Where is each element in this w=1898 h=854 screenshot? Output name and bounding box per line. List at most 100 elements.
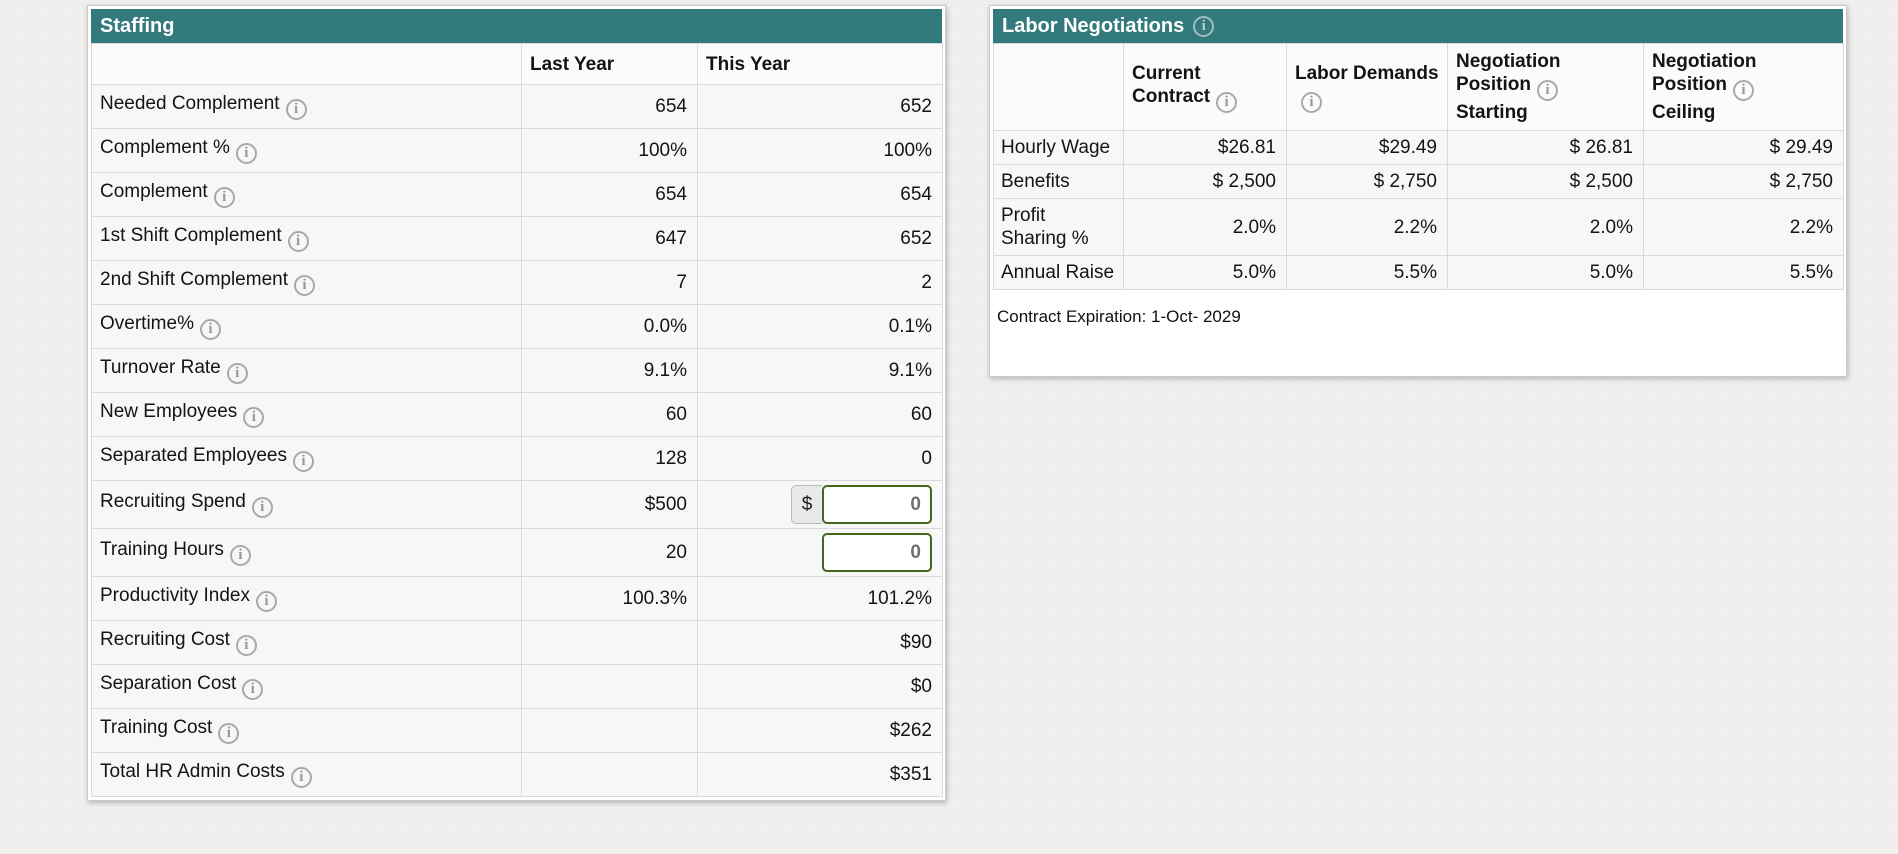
this-year-value: 0 xyxy=(697,436,943,481)
last-year-value xyxy=(521,620,698,665)
table-row: Separation Cost i $0 xyxy=(91,664,943,709)
recruiting-spend-input[interactable] xyxy=(822,485,932,524)
staffing-row-label: Recruiting Cost xyxy=(100,629,230,650)
table-row: Hourly Wage $26.81 $29.49 $ 26.81 $ 29.49 xyxy=(993,130,1844,165)
labor-value: $ 29.49 xyxy=(1643,130,1844,165)
labor-value: $ 2,750 xyxy=(1286,164,1448,199)
staffing-row-label-cell: Turnover Rate i xyxy=(91,348,522,393)
staffing-row-label: Training Hours xyxy=(100,539,224,560)
table-row: Needed Complement i 654 652 xyxy=(91,84,943,129)
staffing-row-label: Complement % xyxy=(100,137,230,158)
labor-value: 5.5% xyxy=(1286,255,1448,290)
staffing-row-label-cell: Overtime% i xyxy=(91,304,522,349)
staffing-title-bar: Staffing xyxy=(91,9,942,43)
last-year-value: 654 xyxy=(521,172,698,217)
labor-header-label: Labor Demands xyxy=(1295,62,1439,84)
labor-value: $ 2,750 xyxy=(1643,164,1844,199)
contract-expiration-note: Contract Expiration: 1-Oct- 2029 xyxy=(997,307,1241,326)
table-row: Recruiting Spend i $500 $ xyxy=(91,480,943,529)
this-year-value: 0.1% xyxy=(697,304,943,349)
staffing-row-label: Separation Cost xyxy=(100,673,237,694)
table-row: Turnover Rate i 9.1% 9.1% xyxy=(91,348,943,393)
info-icon[interactable]: i xyxy=(242,679,264,700)
info-icon[interactable]: i xyxy=(1536,80,1558,101)
this-year-value: 100% xyxy=(697,128,943,173)
table-row: Complement i 654 654 xyxy=(91,172,943,217)
labor-value: 5.0% xyxy=(1447,255,1644,290)
table-row: Complement % i 100% 100% xyxy=(91,128,943,173)
input-group xyxy=(822,533,932,572)
staffing-row-label-cell: Recruiting Spend i xyxy=(91,480,522,529)
labor-title-bar: Labor Negotiations i xyxy=(993,9,1843,43)
info-icon[interactable]: i xyxy=(1216,91,1238,113)
labor-value: $29.49 xyxy=(1286,130,1448,165)
training-hours-input[interactable] xyxy=(822,533,932,572)
last-year-value: 20 xyxy=(521,528,698,577)
labor-value: $ 2,500 xyxy=(1447,164,1644,199)
this-year-value: $0 xyxy=(697,664,943,709)
labor-header-cell: Negotiation Position i Ceiling xyxy=(1643,43,1844,131)
last-year-value: 9.1% xyxy=(521,348,698,393)
labor-negotiations-table: Current Contract i Labor Demandsi Negotiati… xyxy=(993,43,1844,290)
table-row: Productivity Index i 100.3% 101.2% xyxy=(91,576,943,621)
staffing-row-label: Needed Complement xyxy=(100,93,280,114)
info-icon[interactable]: i xyxy=(251,497,273,518)
info-icon[interactable]: i xyxy=(255,591,277,612)
this-year-value: 9.1% xyxy=(697,348,943,393)
info-icon[interactable]: i xyxy=(235,635,257,656)
last-year-value: 0.0% xyxy=(521,304,698,349)
this-year-value: 101.2% xyxy=(697,576,943,621)
info-icon[interactable]: i xyxy=(285,99,307,120)
staffing-row-label-cell: New Employees i xyxy=(91,392,522,437)
last-year-value: 7 xyxy=(521,260,698,305)
labor-value: 2.0% xyxy=(1123,198,1287,256)
this-year-value: $90 xyxy=(697,620,943,665)
last-year-value: 654 xyxy=(521,84,698,129)
last-year-value: 647 xyxy=(521,216,698,261)
staffing-row-label: Separated Employees xyxy=(100,445,287,466)
info-icon[interactable]: i xyxy=(1193,15,1215,37)
labor-row-label: Annual Raise xyxy=(993,255,1124,290)
staffing-row-label-cell: Training Hours i xyxy=(91,528,522,577)
staffing-row-label-cell: 2nd Shift Complement i xyxy=(91,260,522,305)
info-icon[interactable]: i xyxy=(290,767,312,788)
staffing-row-label-cell: Total HR Admin Costs i xyxy=(91,752,522,797)
staffing-row-label: Training Cost xyxy=(100,717,213,738)
info-icon[interactable]: i xyxy=(213,187,235,208)
info-icon[interactable]: i xyxy=(243,407,265,428)
info-icon[interactable]: i xyxy=(226,363,248,384)
table-row: 2nd Shift Complement i 7 2 xyxy=(91,260,943,305)
info-icon[interactable]: i xyxy=(292,451,314,472)
info-icon[interactable]: i xyxy=(229,545,251,566)
labor-header-row: Current Contract i Labor Demandsi Negotiati… xyxy=(993,43,1844,131)
staffing-header-row: Last Year This Year xyxy=(91,43,943,85)
this-year-value: 652 xyxy=(697,216,943,261)
staffing-row-label-cell: 1st Shift Complement i xyxy=(91,216,522,261)
last-year-value: 100% xyxy=(521,128,698,173)
info-icon[interactable]: i xyxy=(1732,80,1754,101)
labor-value: 5.5% xyxy=(1643,255,1844,290)
this-year-input-cell: $ xyxy=(697,480,943,529)
staffing-row-label: Recruiting Spend xyxy=(100,491,246,512)
labor-value: 2.0% xyxy=(1447,198,1644,256)
info-icon[interactable]: i xyxy=(287,231,309,252)
labor-header-cell: Negotiation Position i Starting xyxy=(1447,43,1644,131)
last-year-value xyxy=(521,708,698,753)
dollar-prefix: $ xyxy=(791,485,822,524)
last-year-value: 100.3% xyxy=(521,576,698,621)
labor-value: 2.2% xyxy=(1643,198,1844,256)
staffing-header-blank xyxy=(91,43,522,85)
this-year-value: $262 xyxy=(697,708,943,753)
table-row: Training Hours i 20 xyxy=(91,528,943,577)
info-icon[interactable]: i xyxy=(199,319,221,340)
staffing-row-label-cell: Training Cost i xyxy=(91,708,522,753)
info-icon[interactable]: i xyxy=(218,723,240,744)
info-icon[interactable]: i xyxy=(1301,91,1322,113)
staffing-header-last-year: Last Year xyxy=(521,43,698,85)
staffing-row-label: New Employees xyxy=(100,401,238,422)
info-icon[interactable]: i xyxy=(235,143,257,164)
labor-header-sublabel: Ceiling xyxy=(1652,102,1716,123)
info-icon[interactable]: i xyxy=(294,275,315,296)
table-row: Separated Employees i 128 0 xyxy=(91,436,943,481)
